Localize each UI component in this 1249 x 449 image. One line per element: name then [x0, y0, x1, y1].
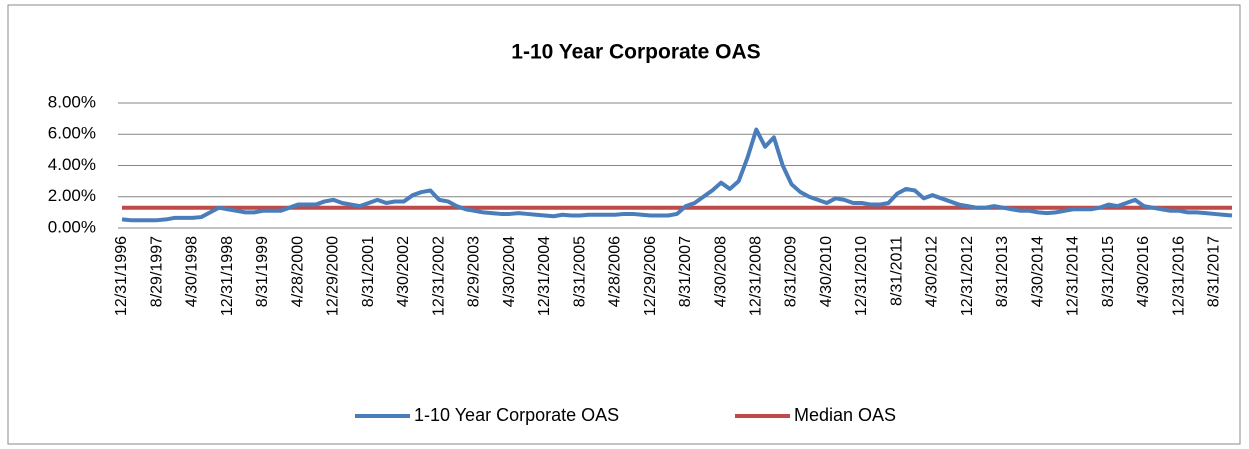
x-tick-label: 8/29/1997: [148, 236, 165, 307]
x-tick-label: 4/30/2008: [712, 236, 729, 307]
x-tick-label: 4/28/2000: [289, 236, 306, 307]
x-tick-label: 8/31/2007: [677, 236, 694, 307]
x-tick-label: 8/31/2005: [571, 236, 588, 307]
y-tick-label: 6.00%: [48, 124, 96, 143]
x-tick-label: 8/31/2011: [888, 236, 905, 306]
x-tick-label: 8/31/2013: [994, 236, 1011, 307]
x-tick-label: 8/31/2017: [1206, 236, 1223, 307]
x-tick-label: 4/30/2012: [924, 236, 941, 307]
data-line: [121, 127, 1233, 223]
x-tick-label: 4/30/2010: [818, 236, 835, 307]
legend-label: Median OAS: [794, 405, 896, 425]
x-tick-label: 8/31/2015: [1100, 236, 1117, 307]
x-tick-label: 12/31/1998: [219, 236, 236, 316]
x-tick-label: 8/31/2001: [360, 236, 377, 307]
x-tick-label: 4/30/1998: [184, 236, 201, 307]
x-tick-label: 8/31/1999: [254, 236, 271, 307]
chart-title: 1-10 Year Corporate OAS: [511, 41, 760, 64]
y-tick-label: 2.00%: [48, 186, 96, 205]
x-tick-label: 12/31/2016: [1170, 236, 1187, 316]
x-tick-label: 12/31/2004: [536, 236, 553, 316]
y-tick-label: 4.00%: [48, 155, 96, 174]
chart-frame: [7, 4, 1241, 445]
x-tick-label: 4/30/2002: [395, 236, 412, 307]
y-tick-label: 8.00%: [48, 92, 96, 111]
x-tick-label: 4/30/2016: [1135, 236, 1152, 307]
x-tick-label: 4/28/2006: [607, 236, 624, 307]
x-tick-label: 8/31/2009: [783, 236, 800, 307]
x-tick-label: 12/31/2002: [430, 236, 447, 316]
x-tick-label: 12/31/2012: [959, 236, 976, 316]
x-tick-label: 4/30/2004: [501, 236, 518, 307]
x-tick-label: 12/31/2014: [1065, 236, 1082, 316]
x-tick-label: 12/29/2000: [325, 236, 342, 316]
x-tick-label: 12/31/2010: [853, 236, 870, 316]
x-tick-label: 12/31/2008: [748, 236, 765, 316]
x-tick-label: 12/31/1996: [113, 236, 130, 316]
y-tick-label: 0.00%: [48, 217, 96, 236]
x-tick-label: 12/29/2006: [642, 236, 659, 316]
legend-label: 1-10 Year Corporate OAS: [414, 405, 619, 425]
x-tick-label: 8/29/2003: [466, 236, 483, 307]
x-tick-label: 4/30/2014: [1029, 236, 1046, 307]
